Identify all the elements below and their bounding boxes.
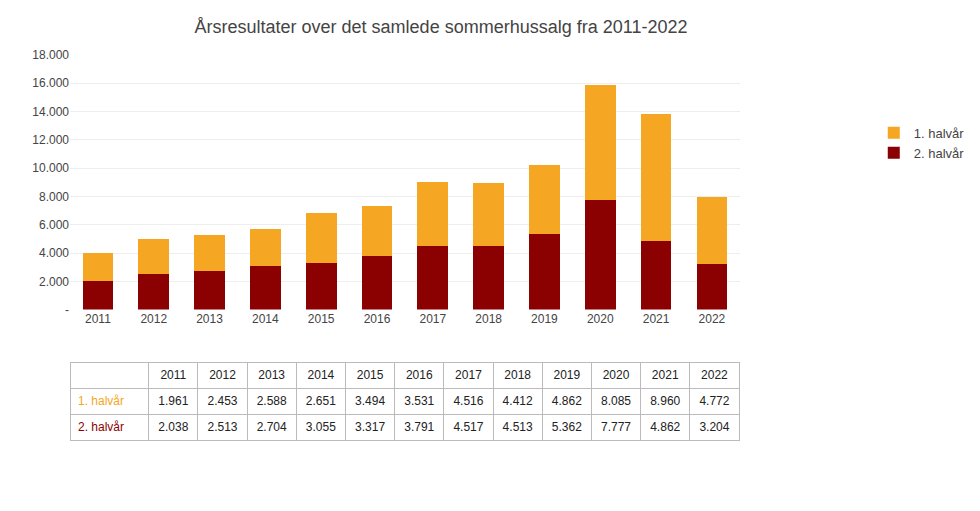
svg-text:16.000: 16.000 — [32, 76, 69, 90]
svg-text:2011: 2011 — [160, 368, 186, 382]
svg-text:8.960: 8.960 — [650, 394, 680, 408]
svg-text:3.531: 3.531 — [404, 394, 434, 408]
svg-text:2019: 2019 — [531, 312, 558, 326]
svg-text:4.517: 4.517 — [453, 420, 483, 434]
svg-text:2015: 2015 — [357, 368, 384, 382]
svg-text:2018: 2018 — [504, 368, 531, 382]
svg-text:2.704: 2.704 — [257, 420, 287, 434]
svg-text:1.961: 1.961 — [158, 394, 188, 408]
svg-text:2012: 2012 — [209, 368, 236, 382]
svg-text:2014: 2014 — [308, 368, 335, 382]
svg-text:14.000: 14.000 — [32, 105, 69, 119]
svg-text:2020: 2020 — [603, 368, 630, 382]
svg-text:2017: 2017 — [419, 312, 446, 326]
svg-text:1. halvår: 1. halvår — [78, 394, 124, 408]
svg-text:2018: 2018 — [475, 312, 502, 326]
svg-text:2.453: 2.453 — [207, 394, 237, 408]
svg-text:2019: 2019 — [553, 368, 580, 382]
svg-text:2012: 2012 — [140, 312, 167, 326]
svg-text:2.651: 2.651 — [306, 394, 336, 408]
svg-text:5.362: 5.362 — [552, 420, 582, 434]
svg-text:2.513: 2.513 — [207, 420, 237, 434]
svg-text:3.317: 3.317 — [355, 420, 385, 434]
svg-text:2022: 2022 — [701, 368, 728, 382]
svg-text:3.055: 3.055 — [306, 420, 336, 434]
svg-text:4.513: 4.513 — [503, 420, 533, 434]
svg-text:8.000: 8.000 — [39, 190, 69, 204]
svg-text:6.000: 6.000 — [39, 218, 69, 232]
svg-text:3.791: 3.791 — [404, 420, 434, 434]
svg-text:2. halvår: 2. halvår — [78, 420, 124, 434]
svg-text:2013: 2013 — [196, 312, 223, 326]
svg-text:2016: 2016 — [364, 312, 391, 326]
svg-text:2020: 2020 — [587, 312, 614, 326]
svg-text:3.494: 3.494 — [355, 394, 385, 408]
svg-text:18.000: 18.000 — [32, 48, 69, 62]
svg-text:2013: 2013 — [258, 368, 285, 382]
svg-text:-: - — [65, 303, 69, 317]
svg-text:2.588: 2.588 — [257, 394, 287, 408]
svg-text:2011: 2011 — [85, 312, 111, 326]
svg-text:8.085: 8.085 — [601, 394, 631, 408]
svg-text:3.204: 3.204 — [699, 420, 729, 434]
svg-text:2014: 2014 — [252, 312, 279, 326]
svg-text:2.000: 2.000 — [39, 275, 69, 289]
svg-text:2021: 2021 — [643, 312, 670, 326]
svg-text:7.777: 7.777 — [601, 420, 631, 434]
svg-text:4.516: 4.516 — [453, 394, 483, 408]
svg-text:2016: 2016 — [406, 368, 433, 382]
svg-text:2. halvår: 2. halvår — [914, 146, 965, 161]
svg-text:2022: 2022 — [699, 312, 726, 326]
svg-text:2015: 2015 — [308, 312, 335, 326]
svg-text:4.412: 4.412 — [503, 394, 533, 408]
svg-text:2.038: 2.038 — [158, 420, 188, 434]
svg-text:4.000: 4.000 — [39, 246, 69, 260]
svg-text:12.000: 12.000 — [32, 133, 69, 147]
svg-text:4.862: 4.862 — [650, 420, 680, 434]
svg-text:Årsresultater over det samlede: Årsresultater over det samlede sommerhus… — [195, 17, 688, 37]
svg-text:2017: 2017 — [455, 368, 482, 382]
svg-text:4.772: 4.772 — [699, 394, 729, 408]
svg-text:2021: 2021 — [652, 368, 679, 382]
svg-text:1. halvår: 1. halvår — [914, 126, 965, 141]
svg-text:10.000: 10.000 — [32, 161, 69, 175]
svg-text:4.862: 4.862 — [552, 394, 582, 408]
